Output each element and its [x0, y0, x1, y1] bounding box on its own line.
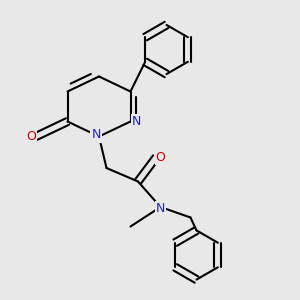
- Text: N: N: [132, 115, 141, 128]
- Text: O: O: [27, 130, 36, 143]
- Text: N: N: [156, 202, 165, 215]
- Text: O: O: [156, 151, 165, 164]
- Text: N: N: [91, 128, 101, 142]
